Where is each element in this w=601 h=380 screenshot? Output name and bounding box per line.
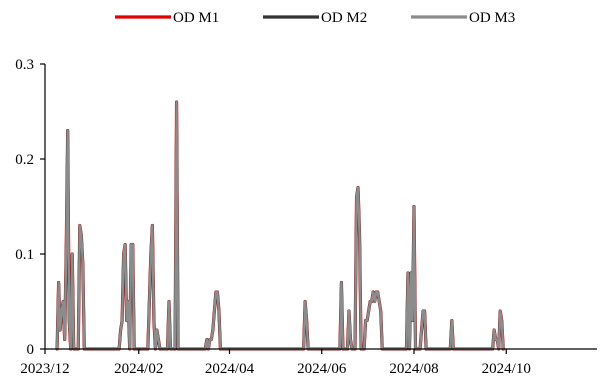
x-tick-label: 2024/02 bbox=[114, 361, 163, 377]
y-axis-ticks: 0 0.1 0.2 0.3 bbox=[15, 57, 45, 358]
series-layer bbox=[55, 100, 505, 351]
x-tick-label: 2024/04 bbox=[205, 361, 255, 377]
y-tick-label: 0.1 bbox=[15, 247, 34, 263]
legend-label: OD M1 bbox=[173, 10, 219, 26]
x-axis-ticks: 2023/12 2024/02 2024/04 2024/06 2024/08 2024/… bbox=[20, 349, 531, 377]
legend-label: OD M3 bbox=[469, 10, 515, 26]
legend-label: OD M2 bbox=[321, 10, 367, 26]
series-line-1 bbox=[55, 100, 505, 351]
x-tick-label: 2023/12 bbox=[20, 361, 69, 377]
y-tick-label: 0 bbox=[27, 342, 35, 358]
series-line-2 bbox=[55, 100, 505, 351]
x-tick-label: 2024/06 bbox=[297, 361, 347, 377]
axes bbox=[44, 64, 597, 350]
x-tick-label: 2024/08 bbox=[389, 361, 438, 377]
y-tick-label: 0.3 bbox=[15, 57, 34, 73]
x-tick-label: 2024/10 bbox=[482, 361, 531, 377]
series-line-3 bbox=[55, 100, 505, 351]
y-tick-label: 0.2 bbox=[15, 152, 34, 168]
legend: OD M1 OD M2 OD M3 bbox=[115, 10, 515, 26]
